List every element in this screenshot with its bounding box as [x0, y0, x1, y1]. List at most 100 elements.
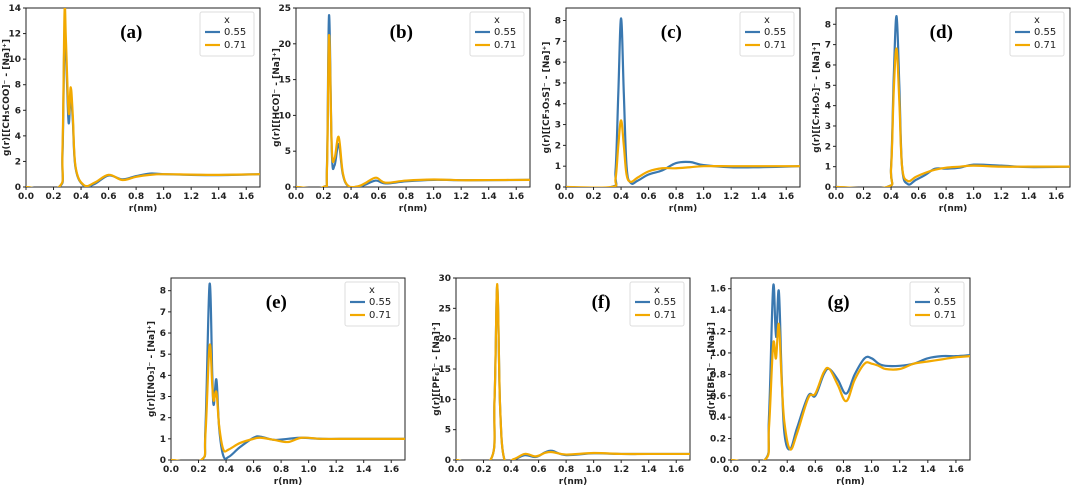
y-tick-label: 6	[825, 61, 831, 71]
series-line-0-71	[456, 282, 690, 460]
legend-label: 0.55	[764, 27, 786, 38]
y-tick-label: 0	[160, 456, 166, 466]
y-tick-label: 2	[15, 157, 21, 167]
y-tick-label: 7	[555, 37, 561, 47]
y-tick-label: 20	[438, 335, 451, 345]
x-axis-label: r(nm)	[669, 204, 697, 214]
x-tick-label: 1.6	[1048, 192, 1064, 202]
x-tick-label: 0.4	[343, 192, 359, 202]
x-tick-label: 1.2	[892, 465, 908, 475]
x-axis-label: r(nm)	[939, 204, 967, 214]
x-tick-label: 1.4	[920, 465, 936, 475]
legend-label: 0.55	[934, 297, 956, 308]
legend-title: x	[494, 15, 500, 26]
y-tick-label: 5	[160, 350, 166, 360]
x-tick-label: 0.2	[46, 192, 62, 202]
x-tick-label: 0.6	[531, 465, 547, 475]
x-tick-label: 0.8	[128, 192, 144, 202]
x-tick-label: 0.8	[273, 465, 289, 475]
x-tick-label: 1.4	[356, 465, 372, 475]
y-tick-label: 5	[285, 147, 291, 157]
series-group	[566, 17, 800, 187]
y-tick-label: 10	[8, 55, 21, 65]
panel-label: (c)	[661, 22, 682, 43]
legend-label: 0.55	[654, 297, 676, 308]
y-tick-label: 4	[160, 371, 166, 381]
plot-frame	[835, 7, 1071, 188]
x-tick-label: 0.2	[476, 465, 492, 475]
x-tick-label: 0.2	[586, 192, 602, 202]
x-tick-label: 0.4	[613, 192, 629, 202]
series-group	[296, 14, 530, 187]
x-tick-label: 1.0	[156, 192, 172, 202]
y-tick-label: 1.0	[710, 349, 726, 359]
panel-g: 0.0 0.2 0.4 0.6 0.8 1.0 1.2 1.4 1.6 0.0 0.2 0.4 0.6 0…	[707, 277, 971, 487]
y-tick-label: 1	[555, 162, 561, 172]
x-tick-label: 0.2	[856, 192, 872, 202]
y-tick-label: 0.6	[710, 392, 726, 402]
legend-label: 0.71	[494, 40, 516, 51]
x-tick-label: 0.0	[288, 192, 304, 202]
x-tick-label: 1.2	[613, 465, 629, 475]
y-tick-label: 6	[160, 329, 166, 339]
x-axis-label: r(nm)	[559, 477, 587, 487]
x-tick-label: 1.0	[966, 192, 982, 202]
x-tick-label: 0.0	[163, 465, 179, 475]
series-line-0-71	[26, 8, 260, 187]
x-tick-label: 1.2	[993, 192, 1009, 202]
y-tick-label: 25	[278, 4, 291, 14]
x-tick-label: 1.6	[778, 192, 794, 202]
x-axis-label: r(nm)	[274, 477, 302, 487]
legend-title: x	[224, 15, 230, 26]
x-axis-label: r(nm)	[129, 204, 157, 214]
y-tick-label: 1.4	[710, 306, 726, 316]
x-tick-label: 1.0	[864, 465, 880, 475]
series-group	[731, 283, 970, 460]
y-tick-label: 4	[555, 100, 561, 110]
panel-label: (e)	[266, 292, 287, 313]
y-tick-label: 4	[15, 132, 21, 142]
y-tick-label: 6	[555, 58, 561, 68]
x-tick-label: 1.4	[211, 192, 227, 202]
y-tick-label: 6	[15, 106, 21, 116]
x-tick-label: 1.4	[1021, 192, 1037, 202]
y-tick-label: 25	[438, 304, 451, 314]
panel-label: (b)	[390, 22, 413, 43]
plot-frame	[295, 7, 531, 188]
panel-label: (f)	[592, 292, 611, 313]
x-tick-label: 0.0	[723, 465, 739, 475]
x-tick-label: 0.4	[73, 192, 89, 202]
legend: x0.55 0.71	[199, 11, 255, 57]
y-axis-label: g(r)[[NO₃]⁻ - [Na]⁺]	[147, 321, 157, 417]
y-tick-label: 8	[825, 20, 831, 30]
x-tick-label: 1.2	[183, 192, 199, 202]
legend-label: 0.71	[934, 310, 956, 321]
x-tick-label: 1.2	[328, 465, 344, 475]
x-tick-label: 1.4	[641, 465, 657, 475]
y-tick-label: 0	[825, 183, 831, 193]
x-tick-label: 1.0	[586, 465, 602, 475]
x-tick-label: 1.0	[301, 465, 317, 475]
x-axis-label: r(nm)	[836, 477, 864, 487]
panel-label: (d)	[930, 22, 953, 43]
legend-title: x	[764, 15, 770, 26]
x-tick-label: 1.6	[508, 192, 524, 202]
plot-frame	[730, 277, 971, 461]
legend-label: 0.55	[1034, 27, 1056, 38]
x-tick-label: 0.6	[641, 192, 657, 202]
series-group	[456, 282, 690, 460]
legend-label: 0.71	[764, 40, 786, 51]
x-tick-label: 0.8	[938, 192, 954, 202]
x-tick-label: 0.2	[316, 192, 332, 202]
y-tick-label: 7	[825, 41, 831, 51]
panel-e: 0.0 0.2 0.4 0.6 0.8 1.0 1.2 1.4 1.6 0 1 2 3 4 5 6 7 8 r(nm…	[147, 277, 406, 487]
x-tick-label: 0.0	[448, 465, 464, 475]
y-tick-label: 14	[8, 4, 21, 14]
y-axis-label: g(r)[[PF₆]⁻ - [Na]⁺]	[432, 322, 442, 416]
x-tick-label: 0.4	[218, 465, 234, 475]
y-tick-label: 2	[160, 414, 166, 424]
panel-b: 0.0 0.2 0.4 0.6 0.8 1.0 1.2 1.4 1.6 0 5 10 15 20 25 r(n…	[272, 4, 531, 214]
y-axis-label: g(r)[[CF₃O₃S]⁻ - [Na]⁺]	[542, 42, 552, 154]
x-tick-label: 1.2	[723, 192, 739, 202]
y-tick-label: 0	[445, 456, 451, 466]
